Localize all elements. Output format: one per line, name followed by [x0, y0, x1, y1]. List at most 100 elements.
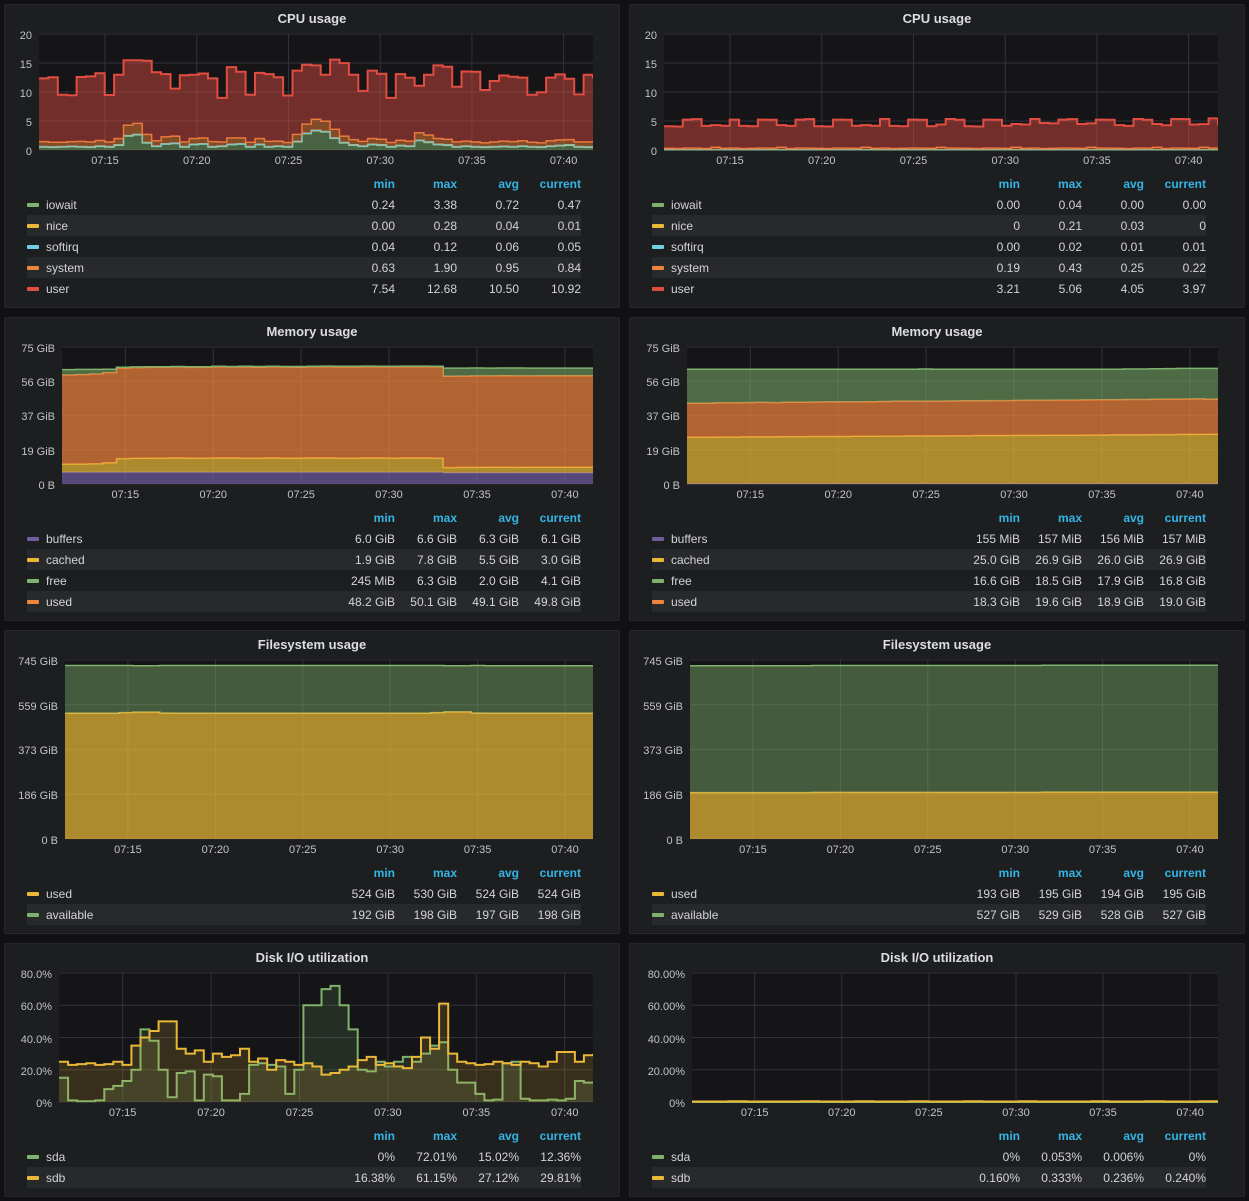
legend-series-label[interactable]: system [671, 260, 710, 275]
legend-column-header[interactable]: min [373, 510, 395, 525]
legend-column-header[interactable]: max [432, 510, 457, 525]
chart-area[interactable]: 0 5 10 15 20 07:15 07:20 07:25 07:30 07:35 07:40 [5, 29, 619, 170]
y-tick-label: 0 [650, 146, 657, 158]
legend-column-header[interactable]: current [539, 510, 581, 525]
panel-title[interactable]: Memory usage [891, 324, 983, 339]
legend-column-header[interactable]: max [1057, 865, 1082, 880]
legend-value: 0% [1188, 1149, 1206, 1164]
x-tick-label: 07:35 [1083, 155, 1111, 167]
legend-series-label[interactable]: softirq [46, 239, 79, 254]
legend-column-header[interactable]: max [1057, 510, 1082, 525]
panel-title[interactable]: Memory usage [266, 324, 358, 339]
y-tick-label: 75 GiB [646, 343, 680, 355]
x-tick-label: 07:40 [1176, 844, 1204, 856]
chart-area[interactable]: 0 B 19 GiB 37 GiB 56 GiB 75 GiB 07:15 07:20 07… [5, 342, 619, 504]
legend-header: min max avg current [27, 173, 581, 194]
legend-column-header[interactable]: avg [498, 176, 519, 191]
x-tick-label: 07:15 [740, 1107, 769, 1119]
legend-column-header[interactable]: avg [498, 1128, 519, 1143]
legend-series-label[interactable]: iowait [671, 197, 702, 212]
chart-plot [65, 659, 593, 840]
legend-series-label[interactable]: system [46, 260, 85, 275]
legend-column-header[interactable]: avg [498, 510, 519, 525]
legend-series-label[interactable]: nice [46, 218, 69, 233]
legend-value: 0 [1199, 218, 1206, 233]
legend-column-header[interactable]: max [1057, 176, 1082, 191]
legend-column-header[interactable]: max [1057, 1128, 1082, 1143]
legend-value: 4.05 [1120, 281, 1144, 296]
legend-series-label[interactable]: nice [671, 218, 694, 233]
panel-title[interactable]: CPU usage [902, 11, 972, 26]
legend-value: 6.6 GiB [416, 531, 457, 546]
legend-column-header[interactable]: avg [498, 865, 519, 880]
legend-series-label[interactable]: cached [671, 552, 710, 567]
legend-series-label[interactable]: buffers [46, 531, 83, 546]
legend-column-header[interactable]: current [539, 1128, 581, 1143]
legend-series-label[interactable]: softirq [671, 239, 704, 254]
legend-table: min max avg current iowait 0.24 3.38 0.72 0.47 ni… [5, 170, 619, 307]
legend-column-header[interactable]: max [432, 865, 457, 880]
legend-value: 12.68 [426, 281, 457, 296]
legend-series-label[interactable]: available [46, 907, 94, 922]
legend-series-label[interactable]: iowait [46, 197, 77, 212]
legend-column-header[interactable]: avg [1123, 176, 1144, 191]
legend-series-label[interactable]: cached [46, 552, 85, 567]
chart-area[interactable]: 0 B 186 GiB 373 GiB 559 GiB 745 GiB 07:15 07:… [5, 655, 619, 859]
legend-column-header[interactable]: min [998, 865, 1020, 880]
panel-title[interactable]: Disk I/O utilization [255, 950, 369, 965]
legend-column-header[interactable]: avg [1123, 865, 1144, 880]
chart-area[interactable]: 0% 20.0% 40.0% 60.0% 80.0% 07:15 07:20 07:25 07… [5, 968, 619, 1122]
legend-series-label[interactable]: free [46, 573, 67, 588]
legend-series-label[interactable]: buffers [671, 531, 708, 546]
legend-header: min max avg current [27, 862, 581, 883]
legend-series-label[interactable]: sdb [46, 1170, 66, 1185]
legend-series-label[interactable]: free [671, 573, 692, 588]
legend-column-header[interactable]: min [998, 1128, 1020, 1143]
panel-title[interactable]: CPU usage [277, 11, 347, 26]
y-tick-label: 20.0% [20, 1065, 52, 1078]
legend-series-label[interactable]: used [46, 886, 73, 901]
legend-series-label[interactable]: available [671, 907, 719, 922]
series-color-icon [652, 536, 664, 541]
legend-value: 155 MiB [975, 531, 1020, 546]
series-color-icon [652, 557, 664, 562]
x-tick-label: 07:15 [716, 155, 744, 167]
legend-value: 194 GiB [1100, 886, 1144, 901]
legend-column-header[interactable]: min [373, 865, 395, 880]
legend-column-header[interactable]: avg [1123, 510, 1144, 525]
chart-area[interactable]: 0% 20.00% 40.00% 60.00% 80.00% 07:15 07:20 07:… [630, 968, 1244, 1122]
legend-column-header[interactable]: current [1164, 176, 1206, 191]
legend-series-label[interactable]: sda [46, 1149, 66, 1164]
legend-column-header[interactable]: avg [1123, 1128, 1144, 1143]
panel-title[interactable]: Filesystem usage [882, 637, 992, 652]
y-axis-labels: 0 B 186 GiB 373 GiB 559 GiB 745 GiB [636, 656, 690, 859]
legend-column-header[interactable]: max [432, 1128, 457, 1143]
legend-series-label[interactable]: sdb [671, 1170, 691, 1185]
legend-column-header[interactable]: current [539, 176, 581, 191]
panel-title[interactable]: Disk I/O utilization [880, 950, 994, 965]
legend-series-label[interactable]: user [671, 281, 695, 296]
legend-series-label[interactable]: used [671, 886, 698, 901]
series-color-icon [652, 599, 664, 604]
legend-series-label[interactable]: user [46, 281, 70, 296]
legend-series-label[interactable]: sda [671, 1149, 691, 1164]
legend-column-header[interactable]: current [1164, 1128, 1206, 1143]
legend-series-label[interactable]: used [671, 594, 698, 609]
legend-column-header[interactable]: min [998, 176, 1020, 191]
chart-area[interactable]: 0 5 10 15 20 07:15 07:20 07:25 07:30 07:35 07:40 [630, 29, 1244, 170]
chart-area[interactable]: 0 B 186 GiB 373 GiB 559 GiB 745 GiB 07:15 07:… [630, 655, 1244, 859]
legend-column-header[interactable]: min [373, 1128, 395, 1143]
legend-column-header[interactable]: current [1164, 865, 1206, 880]
legend-row: softirq 0.04 0.12 0.06 0.05 [27, 236, 581, 257]
panel-title[interactable]: Filesystem usage [257, 637, 367, 652]
legend-column-header[interactable]: max [432, 176, 457, 191]
series-color-icon [652, 265, 664, 270]
series-line-free [62, 365, 593, 371]
legend-value: 0.47 [557, 197, 581, 212]
legend-column-header[interactable]: min [373, 176, 395, 191]
chart-area[interactable]: 0 B 19 GiB 37 GiB 56 GiB 75 GiB 07:15 07:20 07… [630, 342, 1244, 504]
legend-series-label[interactable]: used [46, 594, 73, 609]
legend-column-header[interactable]: current [539, 865, 581, 880]
legend-column-header[interactable]: current [1164, 510, 1206, 525]
legend-column-header[interactable]: min [998, 510, 1020, 525]
